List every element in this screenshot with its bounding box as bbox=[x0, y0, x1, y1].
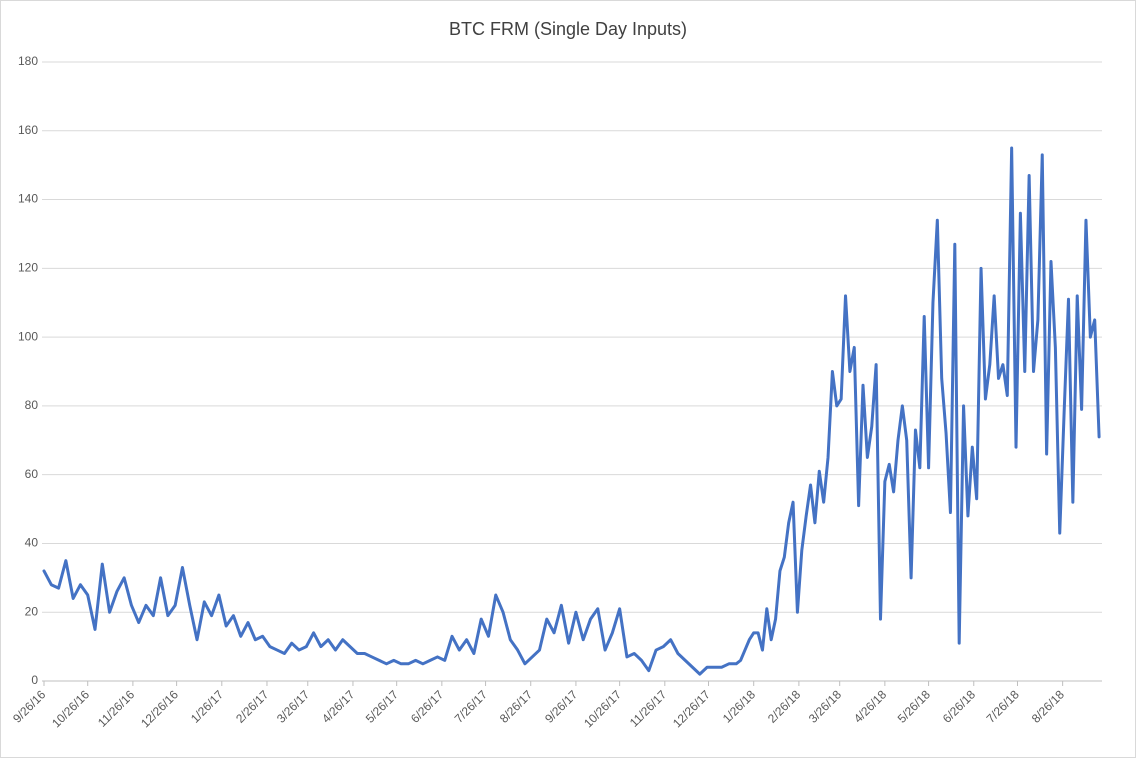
y-tick-label: 160 bbox=[18, 123, 38, 137]
y-tick-label: 140 bbox=[18, 192, 38, 206]
y-tick-label: 120 bbox=[18, 261, 38, 275]
y-tick-label: 40 bbox=[25, 536, 39, 550]
y-tick-label: 80 bbox=[25, 398, 39, 412]
y-tick-label: 100 bbox=[18, 329, 38, 343]
data-line bbox=[42, 146, 1101, 676]
y-tick-label: 60 bbox=[25, 467, 39, 481]
y-tick-label: 180 bbox=[18, 54, 38, 68]
y-tick-label: 0 bbox=[31, 673, 38, 687]
y-tick-label: 20 bbox=[25, 604, 39, 618]
chart-title: BTC FRM (Single Day Inputs) bbox=[449, 19, 687, 39]
